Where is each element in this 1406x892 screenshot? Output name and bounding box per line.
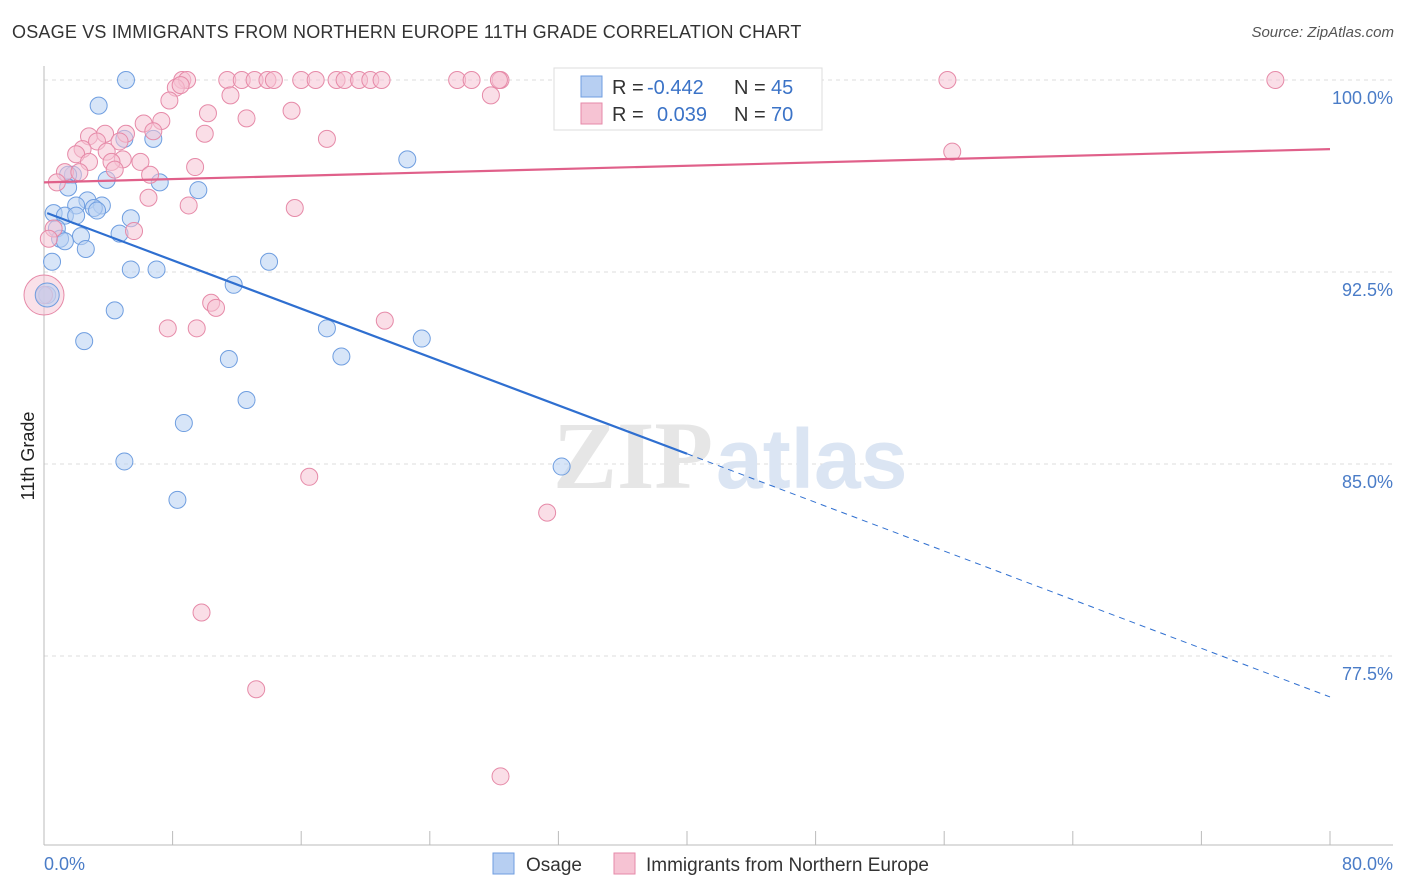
data-points (23, 71, 1285, 786)
point-northern-europe-20 (221, 86, 240, 105)
point-northern-europe-59 (375, 311, 394, 330)
point-osage-28 (121, 260, 140, 279)
point-northern-europe-21 (282, 101, 301, 120)
point-osage-32 (105, 301, 124, 320)
point-osage-39 (174, 414, 193, 433)
point-northern-europe-25 (237, 109, 256, 128)
y-axis-label: 11th Grade (18, 412, 38, 501)
point-northern-europe-23 (481, 86, 500, 105)
x-tick-label-max: 80.0% (1342, 854, 1393, 874)
y-tick-label-2: 85.0% (1342, 472, 1393, 492)
stats-legend: R = -0.442 N = 45 R = 0.039 N = 70 (553, 67, 823, 131)
point-northern-europe-47 (105, 160, 124, 179)
y-tick-label-0: 100.0% (1332, 88, 1393, 108)
legend-r-label-osage: R = (612, 77, 644, 99)
point-northern-europe-55 (39, 229, 58, 248)
point-osage-4 (398, 150, 417, 169)
legend-n-label-northern-europe: N = (734, 104, 766, 126)
point-northern-europe-51 (285, 199, 304, 217)
trend-line-northern-europe (43, 148, 1331, 184)
point-northern-europe-35 (110, 132, 129, 151)
point-northern-europe-39 (943, 142, 962, 161)
axes (43, 66, 1393, 846)
bottom-legend-label-northern-europe: Immigrants from Northern Europe (646, 855, 929, 876)
legend-n-value-osage: 45 (771, 77, 793, 99)
point-osage-15 (88, 201, 107, 220)
point-northern-europe-6 (264, 71, 283, 89)
point-northern-europe-41 (131, 152, 150, 171)
point-cluster-osage (34, 282, 60, 308)
point-osage-36 (332, 347, 351, 366)
point-osage-41 (552, 457, 571, 476)
legend-r-value-osage: -0.442 (647, 77, 704, 99)
point-northern-europe-54 (125, 222, 144, 241)
watermark-atlas: atlas (716, 412, 907, 506)
point-northern-europe-50 (179, 196, 198, 215)
point-northern-europe-52 (139, 188, 158, 207)
y-tick-label-1: 92.5% (1342, 280, 1393, 300)
point-osage-25 (76, 239, 95, 258)
point-osage-34 (412, 329, 431, 348)
point-northern-europe-17 (1266, 71, 1285, 89)
point-northern-europe-60 (158, 319, 177, 338)
x-tick-label-min: 0.0% (44, 854, 85, 874)
point-osage-35 (75, 332, 94, 351)
point-northern-europe-64 (192, 603, 211, 622)
grid-lines (44, 79, 1393, 657)
point-osage-29 (147, 260, 166, 279)
point-osage-0 (116, 71, 135, 89)
point-northern-europe-31 (144, 122, 163, 141)
point-osage-37 (219, 350, 238, 369)
point-osage-42 (168, 490, 187, 509)
point-osage-38 (237, 391, 256, 409)
point-northern-europe-8 (306, 71, 325, 89)
legend-n-label-osage: N = (734, 77, 766, 99)
point-northern-europe-65 (247, 680, 266, 699)
point-osage-40 (115, 452, 134, 471)
point-northern-europe-63 (538, 503, 557, 522)
legend-swatch-osage (580, 75, 603, 98)
point-osage-26 (43, 252, 62, 271)
trend-lines (43, 148, 1331, 698)
point-northern-europe-61 (187, 319, 206, 338)
legend-r-value-northern-europe: 0.039 (657, 104, 707, 126)
legend-swatch-northern-europe (580, 102, 603, 125)
point-northern-europe-19 (171, 76, 190, 95)
point-northern-europe-16 (938, 71, 957, 89)
y-tick-labels: 100.0% 92.5% 85.0% 77.5% (1332, 88, 1393, 684)
bottom-legend-swatch-osage (492, 852, 515, 875)
chart-title: OSAGE VS IMMIGRANTS FROM NORTHERN EUROPE… (12, 22, 802, 42)
point-osage-33 (317, 319, 336, 338)
point-northern-europe-44 (186, 158, 205, 177)
point-northern-europe-62 (300, 467, 319, 486)
legend-r-label-northern-europe: R = (612, 104, 644, 126)
series-legend: Osage Immigrants from Northern Europe (492, 852, 929, 876)
point-osage-27 (260, 252, 279, 271)
point-northern-europe-57 (207, 298, 226, 317)
bottom-legend-label-osage: Osage (526, 855, 582, 876)
point-northern-europe-68 (462, 71, 481, 89)
point-osage-10 (189, 181, 208, 200)
point-northern-europe-66 (491, 767, 510, 786)
point-northern-europe-22 (198, 104, 217, 123)
point-northern-europe-32 (195, 124, 214, 143)
y-tick-label-3: 77.5% (1342, 664, 1393, 684)
point-northern-europe-24 (160, 91, 179, 110)
legend-n-value-northern-europe: 70 (771, 104, 793, 126)
point-osage-1 (89, 96, 108, 115)
point-northern-europe-46 (70, 163, 89, 182)
bottom-legend-swatch-northern-europe (613, 852, 636, 875)
source-label: Source: ZipAtlas.com (1251, 24, 1394, 41)
trend-line-osage-extension (686, 453, 1331, 698)
trend-line-osage (46, 212, 688, 455)
point-northern-europe-13 (372, 71, 391, 89)
point-northern-europe-33 (317, 129, 336, 148)
point-northern-europe-69 (489, 71, 508, 89)
watermark-zip: ZIP (553, 402, 713, 509)
